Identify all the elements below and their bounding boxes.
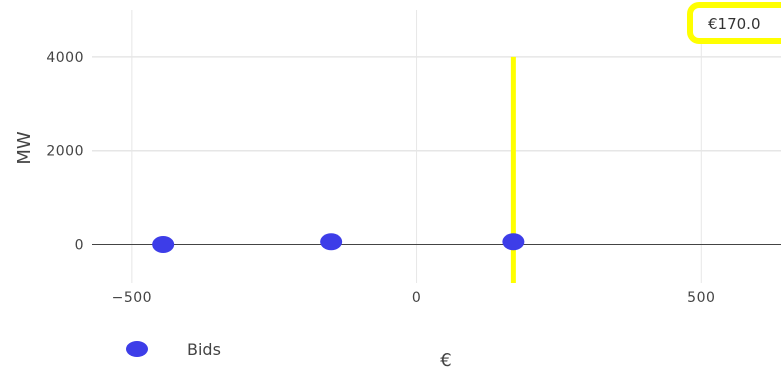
bid-point[interactable]	[320, 233, 343, 251]
axes: −500 0 500 0 2000 4000 € MW	[14, 50, 781, 370]
legend-bids-marker[interactable]	[126, 341, 148, 357]
x-tick-label: −500	[112, 290, 152, 306]
bid-point[interactable]	[502, 233, 525, 251]
annotation-label: €170.0	[708, 15, 761, 33]
x-axis-title: €	[440, 350, 451, 370]
legend-bids-label[interactable]: Bids	[187, 340, 221, 359]
bid-point[interactable]	[152, 236, 175, 254]
annotation-box	[687, 2, 781, 44]
grid	[92, 10, 781, 283]
x-tick-label: 0	[412, 290, 421, 306]
x-tick-label: 500	[687, 290, 715, 306]
legend[interactable]: Bids	[126, 340, 221, 359]
y-tick-label: 2000	[46, 144, 84, 160]
y-tick-label: 4000	[46, 50, 84, 66]
y-axis-title: MW	[14, 131, 35, 165]
price-annotation: €170.0	[687, 2, 781, 44]
y-tick-label: 0	[75, 238, 84, 254]
bid-points	[152, 233, 525, 254]
